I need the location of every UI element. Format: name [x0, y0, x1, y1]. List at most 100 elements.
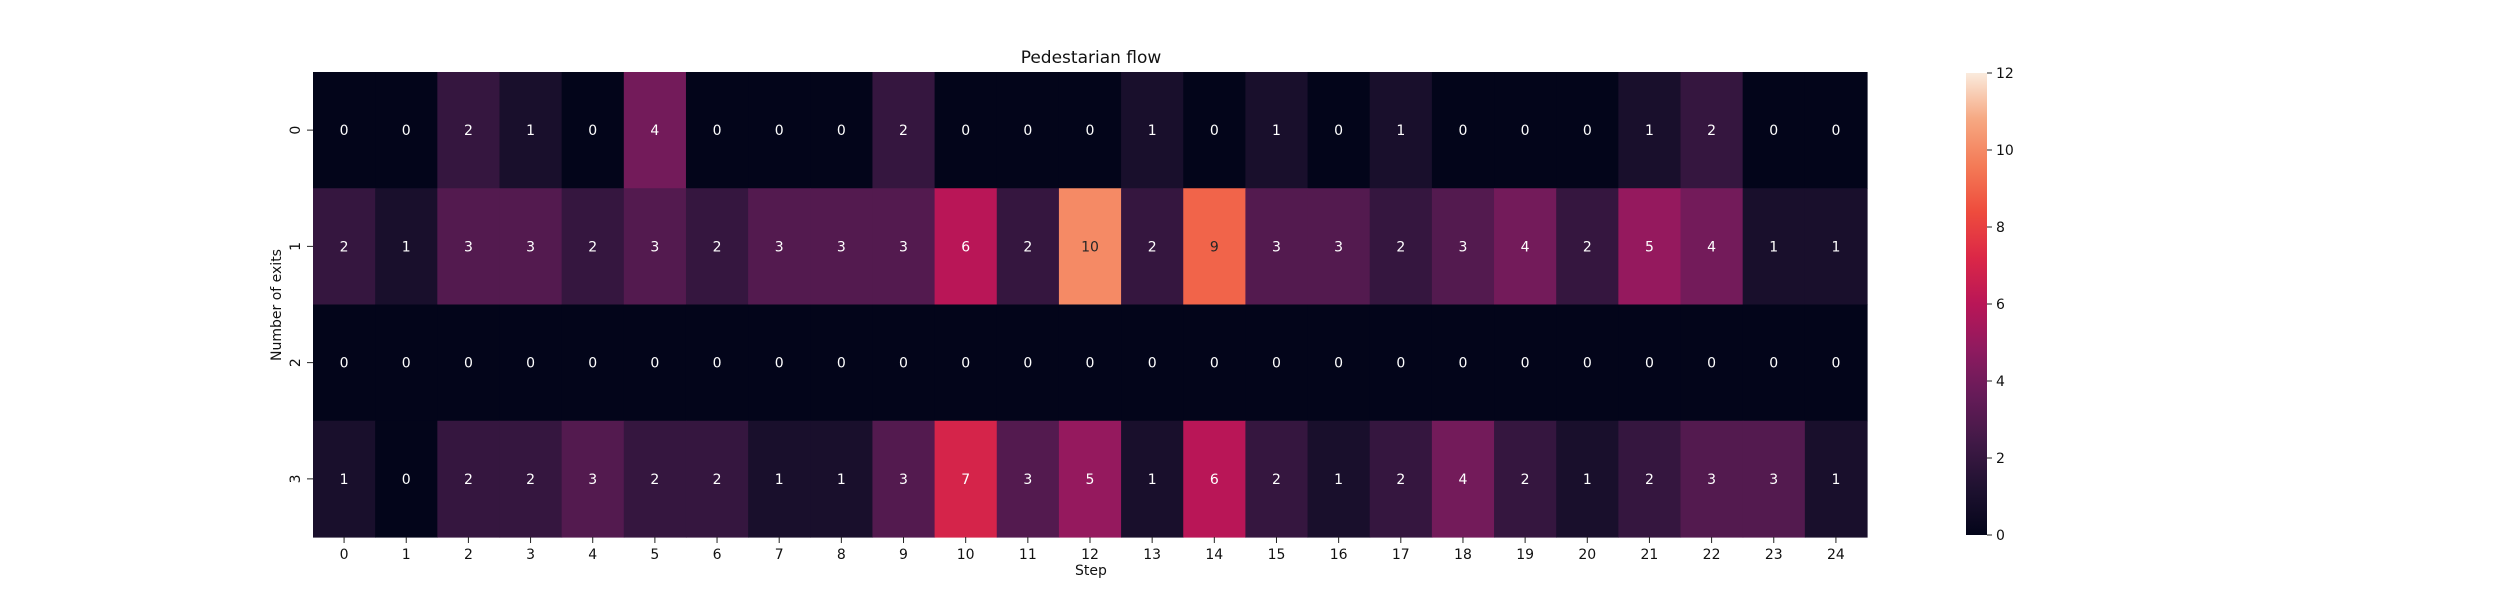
- cell-value-label: 0: [1148, 356, 1157, 372]
- y-tick-label: 1: [288, 242, 304, 251]
- heatmap-cell: [685, 420, 749, 538]
- cell-value-label: 4: [650, 123, 659, 139]
- cell-value-label: 0: [588, 356, 597, 372]
- cell-value-label: 1: [1148, 472, 1157, 488]
- cell-value-label: 2: [464, 472, 473, 488]
- heatmap-cell: [1307, 188, 1371, 306]
- x-tick-label: 10: [957, 547, 975, 563]
- heatmap-cell: [872, 420, 936, 538]
- heatmap-cell: [437, 304, 501, 422]
- heatmap-cell: [1556, 72, 1619, 189]
- heatmap-cell: [934, 420, 998, 538]
- cell-value-label: 2: [1396, 239, 1405, 255]
- cell-value-label: 0: [961, 123, 970, 139]
- heatmap-cell: [1431, 188, 1495, 306]
- heatmap-cell: [561, 188, 625, 306]
- heatmap-cell: [1494, 420, 1557, 538]
- heatmap-cell: [623, 304, 687, 422]
- cell-value-label: 0: [1458, 356, 1467, 372]
- cell-value-label: 3: [1334, 239, 1343, 255]
- cell-value-label: 0: [1583, 356, 1592, 372]
- heatmap-cell: [499, 188, 563, 306]
- cell-value-label: 2: [1707, 123, 1716, 139]
- heatmap-cell: [1680, 420, 1744, 538]
- x-tick-label: 20: [1578, 547, 1596, 563]
- heatmap-cell: [1307, 72, 1371, 189]
- cell-value-label: 0: [588, 123, 597, 139]
- heatmap-cell: [1742, 188, 1806, 306]
- heatmap-cell: [1431, 72, 1495, 189]
- cell-value-label: 1: [1396, 123, 1405, 139]
- x-tick-label: 22: [1703, 547, 1721, 563]
- cell-value-label: 1: [1272, 123, 1281, 139]
- x-tick-label: 7: [775, 547, 784, 563]
- x-tick-label: 4: [588, 547, 597, 563]
- cell-value-label: 0: [464, 356, 473, 372]
- x-axis: 0 1 2 3 4 5 6 7 8 9 10 11 12 13 14 15 16 17 18 19 20 21 22 23 24: [340, 537, 1845, 563]
- cell-value-label: 1: [1769, 239, 1778, 255]
- heatmap-cell: [1369, 72, 1433, 189]
- y-tick-label: 3: [288, 474, 304, 483]
- cell-value-label: 2: [899, 123, 908, 139]
- cell-value-label: 0: [775, 123, 784, 139]
- cell-value-label: 0: [713, 123, 722, 139]
- heatmap-cell: [1121, 304, 1184, 422]
- cell-value-label: 3: [899, 239, 908, 255]
- heatmap-cell: [1369, 420, 1433, 538]
- y-tick-label: 0: [288, 126, 304, 135]
- heatmap-cells: [313, 72, 1868, 538]
- heatmap-cell: [934, 304, 998, 422]
- cell-value-label: 0: [1396, 356, 1405, 372]
- cell-value-label: 9: [1210, 239, 1219, 255]
- heatmap-cell: [1245, 420, 1309, 538]
- heatmap-cell: [685, 304, 749, 422]
- cell-value-label: 0: [1769, 123, 1778, 139]
- heatmap-cell: [1058, 420, 1122, 538]
- heatmap-cell: [1369, 304, 1433, 422]
- x-tick-label: 3: [526, 547, 535, 563]
- x-tick-label: 5: [650, 547, 659, 563]
- heatmap-cell: [1245, 304, 1309, 422]
- cell-value-label: 0: [1707, 356, 1716, 372]
- heatmap-cell: [748, 72, 811, 189]
- cell-value-label: 0: [837, 123, 846, 139]
- heatmap-cell: [996, 188, 1060, 306]
- cell-value-label: 2: [1148, 239, 1157, 255]
- heatmap-cell: [1742, 420, 1806, 538]
- heatmap-cell: [1121, 420, 1184, 538]
- heatmap-cell: [499, 72, 563, 189]
- heatmap-cell: [1431, 304, 1495, 422]
- cell-value-label: 2: [650, 472, 659, 488]
- cell-value-label: 0: [1023, 123, 1032, 139]
- cell-value-label: 3: [775, 239, 784, 255]
- x-tick-label: 9: [899, 547, 908, 563]
- cell-value-label: 2: [1272, 472, 1281, 488]
- cell-value-label: 3: [1023, 472, 1032, 488]
- cell-value-label: 0: [1210, 356, 1219, 372]
- x-tick-label: 12: [1081, 547, 1099, 563]
- heatmap-cell: [996, 304, 1060, 422]
- heatmap-cell: [437, 420, 501, 538]
- cell-value-label: 1: [1645, 123, 1654, 139]
- heatmap-cell: [499, 420, 563, 538]
- heatmap-cell: [810, 420, 874, 538]
- heatmap-cell: [1804, 188, 1868, 306]
- heatmap-cell: [872, 72, 936, 189]
- y-axis: 0 1 2 3: [288, 126, 313, 483]
- heatmap-cell: [437, 72, 501, 189]
- cell-value-label: 1: [402, 239, 411, 255]
- heatmap-cell: [1058, 304, 1122, 422]
- cell-value-label: 1: [526, 123, 535, 139]
- x-axis-label: Step: [1075, 563, 1107, 579]
- cell-value-label: 3: [650, 239, 659, 255]
- cell-value-label: 1: [1831, 472, 1840, 488]
- x-tick-label: 13: [1143, 547, 1161, 563]
- heatmap-cell: [1556, 188, 1619, 306]
- cell-value-label: 3: [588, 472, 597, 488]
- cell-value-label: 3: [1707, 472, 1716, 488]
- x-tick-label: 6: [713, 547, 722, 563]
- cell-value-label: 3: [1769, 472, 1778, 488]
- cell-value-label: 2: [1396, 472, 1405, 488]
- cell-value-label: 2: [1023, 239, 1032, 255]
- cell-value-label: 3: [1272, 239, 1281, 255]
